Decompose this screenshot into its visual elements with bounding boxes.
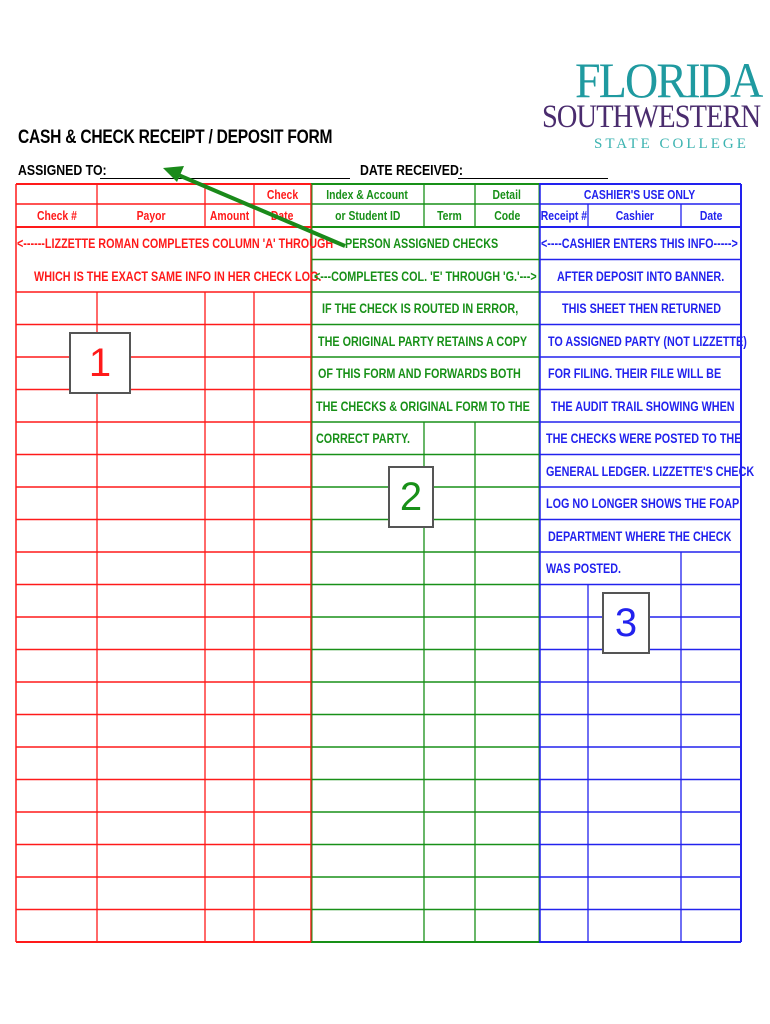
note-blue: FOR FILING. THEIR FILE WILL BE <box>548 366 722 381</box>
header-check-date-2: Date <box>271 208 294 223</box>
note-green: THE ORIGINAL PARTY RETAINS A COPY <box>318 333 528 349</box>
note-blue: AFTER DEPOSIT INTO BANNER. <box>557 268 725 284</box>
date-received-label: DATE RECEIVED: <box>360 162 463 179</box>
header-detail-2: Code <box>494 208 520 223</box>
logo-florida: FLORIDA <box>575 52 763 108</box>
form-title: CASH & CHECK RECEIPT / DEPOSIT FORM <box>18 127 333 148</box>
date-received-field[interactable] <box>458 161 608 179</box>
logo-state-college: STATE COLLEGE <box>594 136 749 152</box>
header-date: Date <box>699 208 723 223</box>
note-blue: GENERAL LEDGER. LIZZETTE'S CHECK <box>546 463 755 479</box>
callout-box-1: 1 <box>69 332 131 394</box>
header-detail-1: Detail <box>492 186 522 202</box>
note-blue: TO ASSIGNED PARTY (NOT LIZZETTE) <box>548 333 747 349</box>
header-index-2: or Student ID <box>334 208 401 223</box>
header-check-no: Check # <box>36 208 77 223</box>
callout-box-2: 2 <box>388 466 434 528</box>
note-blue: THE CHECKS WERE POSTED TO THE <box>546 431 742 446</box>
header-index-1: Index & Account <box>326 186 409 202</box>
header-term: Term <box>437 208 462 223</box>
note-red: WHICH IS THE EXACT SAME INFO IN HER CHEC… <box>34 268 322 284</box>
note-blue: WAS POSTED. <box>546 561 622 576</box>
note-green: OF THIS FORM AND FORWARDS BOTH <box>318 366 521 381</box>
note-green: CORRECT PARTY. <box>316 431 411 446</box>
note-green: IF THE CHECK IS ROUTED IN ERROR, <box>322 301 519 316</box>
header-receipt: Receipt # <box>540 208 587 223</box>
callout-box-3: 3 <box>602 592 650 654</box>
note-green: PERSON ASSIGNED CHECKS <box>345 236 499 251</box>
header-check-date-1: Check <box>266 186 299 202</box>
header-amount: Amount <box>209 208 250 223</box>
header-payor: Payor <box>136 208 166 223</box>
logo-southwestern: SOUTHWESTERN <box>542 99 761 135</box>
note-blue: DEPARTMENT WHERE THE CHECK <box>548 528 732 544</box>
header-cashier: Cashier <box>615 208 654 223</box>
header-cashier-use: CASHIER'S USE ONLY <box>584 186 696 202</box>
note-green: THE CHECKS & ORIGINAL FORM TO THE <box>316 398 530 414</box>
note-blue: THIS SHEET THEN RETURNED <box>562 301 722 316</box>
note-red: <------LIZZETTE ROMAN COMPLETES COLUMN '… <box>17 236 334 251</box>
note-green: <---COMPLETES COL. 'E' THROUGH 'G.'---> <box>314 268 537 284</box>
note-blue: LOG NO LONGER SHOWS THE FOAP <box>546 496 740 511</box>
note-blue: THE AUDIT TRAIL SHOWING WHEN <box>551 398 735 414</box>
note-blue: <----CASHIER ENTERS THIS INFO-----> <box>541 236 738 251</box>
assigned-to-label: ASSIGNED TO: <box>18 162 107 179</box>
